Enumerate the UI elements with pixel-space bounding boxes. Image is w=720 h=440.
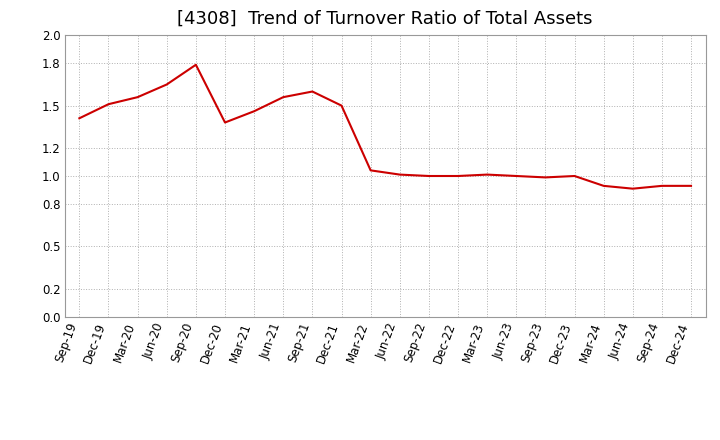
Title: [4308]  Trend of Turnover Ratio of Total Assets: [4308] Trend of Turnover Ratio of Total … <box>177 10 593 28</box>
